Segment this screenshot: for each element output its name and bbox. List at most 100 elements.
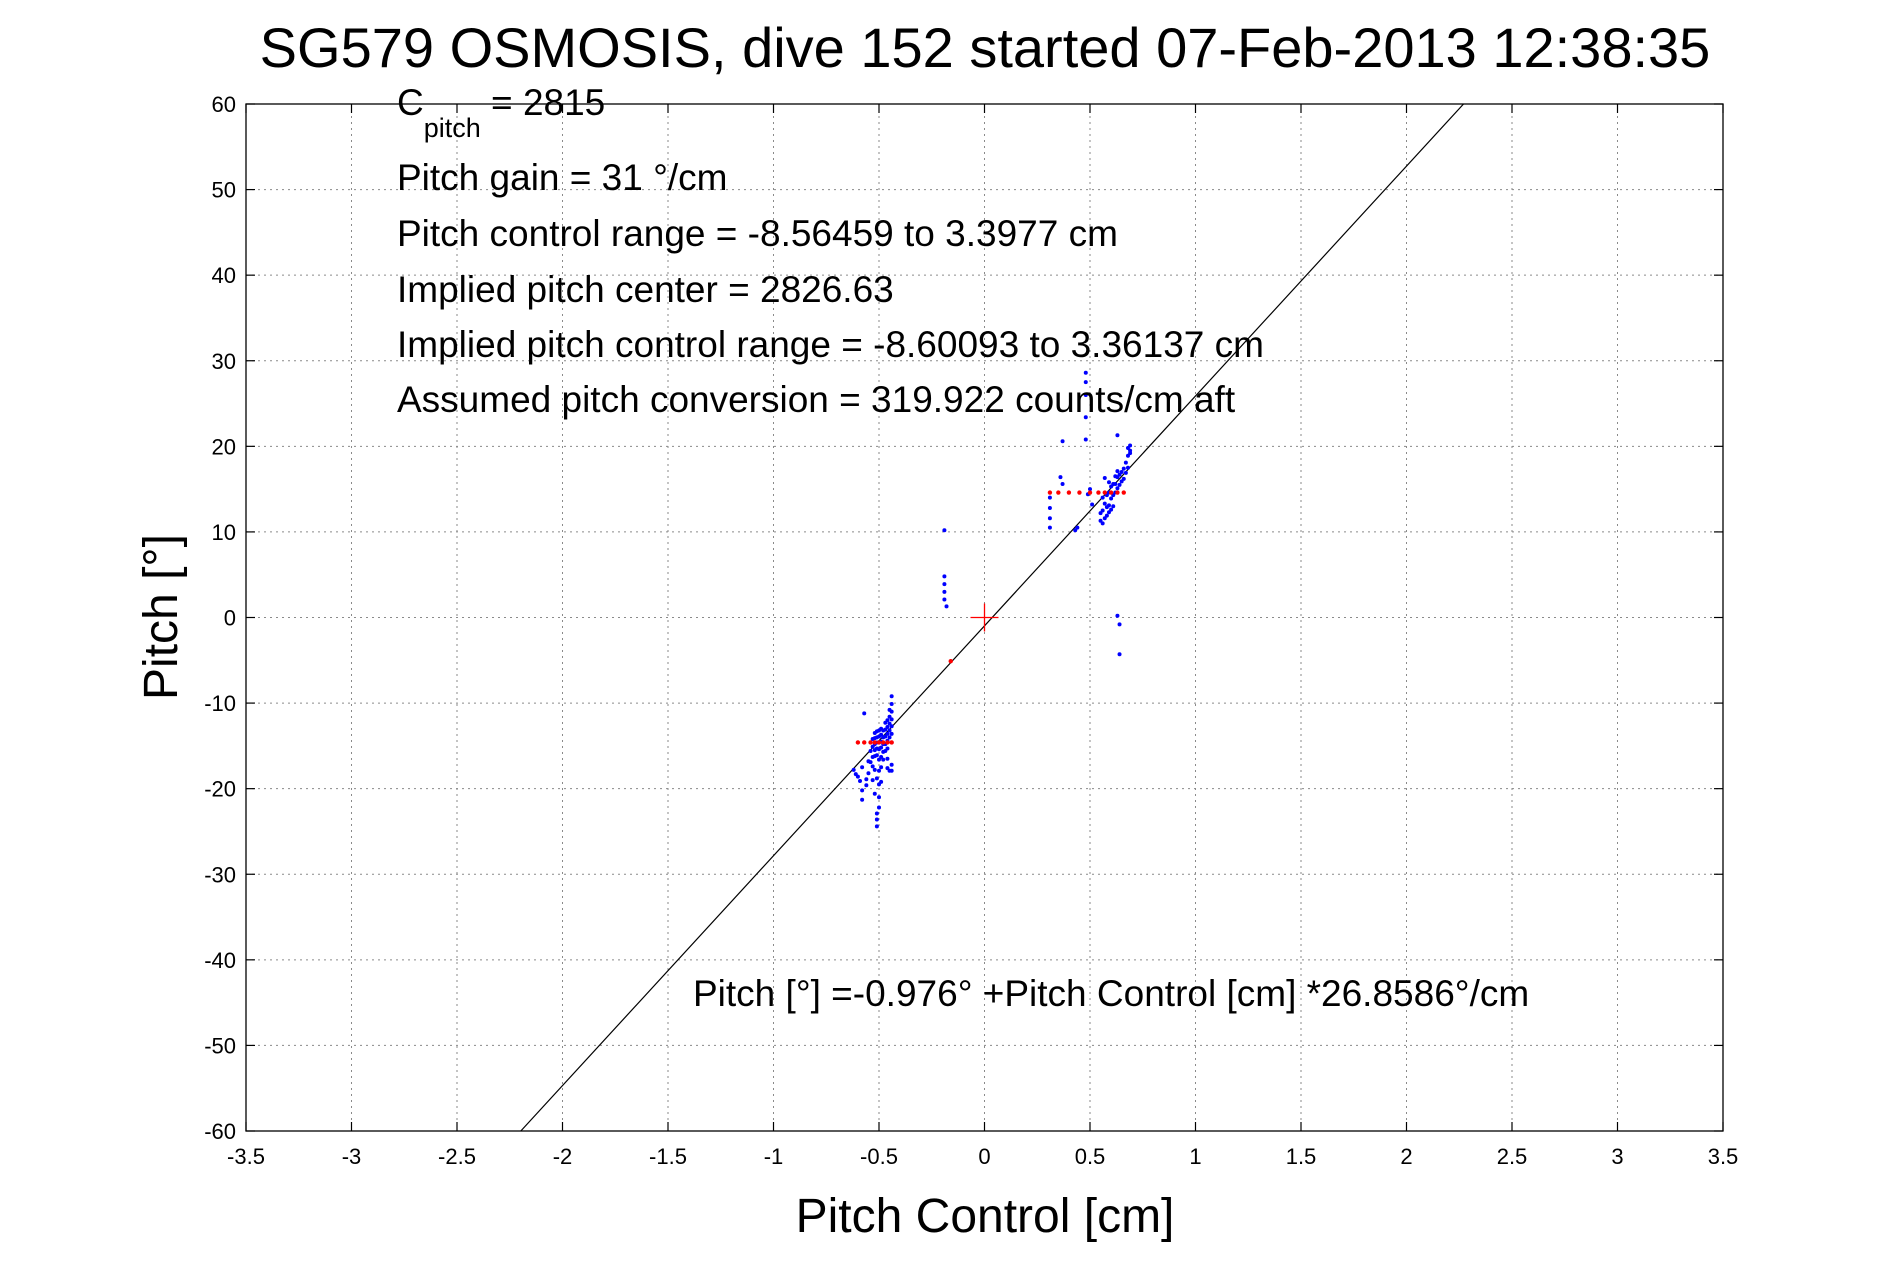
measured-point (889, 762, 894, 767)
target-point (1115, 490, 1120, 495)
y-tick-label: 40 (212, 263, 236, 288)
measured-point (864, 777, 869, 782)
measured-point (1123, 460, 1128, 465)
annotation-c-pitch-value: = 2815 (481, 82, 605, 123)
x-tick-label: -3 (342, 1144, 362, 1169)
measured-point (1100, 521, 1105, 526)
measured-point (874, 753, 879, 758)
measured-point (942, 582, 947, 587)
measured-point (1106, 480, 1111, 485)
y-tick-label: -10 (204, 691, 236, 716)
measured-point (862, 711, 867, 716)
center-marker-layer (970, 603, 999, 632)
measured-point (1060, 439, 1065, 444)
y-tick-label: 60 (212, 92, 236, 117)
measured-point (1128, 443, 1133, 448)
y-tick-label: -60 (204, 1119, 236, 1144)
measured-point (872, 767, 877, 772)
target-point (876, 740, 882, 745)
measured-point (874, 776, 879, 781)
measured-point (1113, 481, 1118, 486)
measured-point (942, 528, 947, 533)
annotation-assumed-conversion: Assumed pitch conversion = 319.922 count… (397, 379, 1236, 420)
x-tick-label: -2.5 (438, 1144, 476, 1169)
measured-point (1102, 475, 1107, 480)
x-tick-label: 3.5 (1708, 1144, 1739, 1169)
measured-point (870, 778, 875, 783)
measured-point (1047, 525, 1052, 530)
x-axis-label: Pitch Control [cm] (796, 1190, 1175, 1243)
target-point (881, 740, 886, 745)
measured-point (879, 745, 884, 750)
measured-point (877, 795, 881, 800)
measured-point (864, 783, 869, 788)
measured-point (872, 791, 877, 796)
measured-point (889, 709, 894, 714)
measured-point (879, 765, 884, 770)
measured-point (942, 589, 947, 594)
measured-point (860, 797, 865, 802)
measured-point (885, 718, 890, 723)
measured-point (1121, 466, 1126, 471)
measured-point (1058, 475, 1063, 480)
x-tick-label: -0.5 (860, 1144, 898, 1169)
target-point (1077, 490, 1082, 495)
target-point (868, 740, 873, 745)
x-tick-label: 2.5 (1497, 1144, 1528, 1169)
annotation-c-pitch-main: C (397, 82, 424, 123)
measured-point (877, 805, 881, 810)
measured-point (1083, 380, 1088, 385)
annotation-implied-range: Implied pitch control range = -8.60093 t… (397, 324, 1264, 365)
target-point (885, 740, 890, 745)
target-point (1102, 490, 1107, 495)
measured-point (868, 749, 873, 754)
measured-point (1100, 495, 1105, 500)
measured-point (866, 771, 871, 776)
measured-point (1100, 508, 1105, 513)
fit-equation: Pitch [°] =-0.976° +Pitch Control [cm] *… (693, 973, 1529, 1014)
measured-point (1083, 370, 1088, 375)
target-point (948, 658, 953, 664)
target-point (1047, 490, 1053, 495)
target-point (889, 740, 894, 745)
target-point (872, 740, 877, 745)
measured-point (1088, 487, 1092, 492)
axis-ticks: -3.5 -3 -2.5 -2 -1.5 -1 -0.5 0 0.5 1 1.5 2 2.5 3 3.5 -6… (204, 92, 1738, 1169)
x-tick-label: -1.5 (649, 1144, 687, 1169)
data-points (851, 370, 1133, 829)
measured-point (1109, 507, 1114, 512)
annotation-c-pitch-sub: pitch (424, 113, 481, 143)
target-point (1066, 490, 1072, 495)
measured-point (885, 725, 890, 730)
measured-point (855, 774, 860, 779)
target-point (1056, 490, 1061, 495)
measured-point (1119, 470, 1124, 475)
measured-point (887, 728, 892, 733)
target-point (1087, 490, 1093, 495)
measured-point (868, 760, 873, 765)
measured-point (870, 764, 875, 769)
measured-point (944, 604, 949, 609)
annotation-pitch-control-range: Pitch control range = -8.56459 to 3.3977… (397, 213, 1118, 254)
measured-point (1111, 504, 1116, 509)
measured-point (874, 811, 879, 816)
annotation-c-pitch: Cpitch = 2815 (397, 82, 605, 143)
measured-point (1083, 437, 1088, 442)
measured-point (1117, 622, 1122, 627)
measured-point (889, 701, 894, 706)
measured-point (1090, 502, 1095, 507)
measured-point (1083, 392, 1088, 397)
x-tick-label: -1 (764, 1144, 784, 1169)
x-tick-label: -3.5 (227, 1144, 265, 1169)
measured-point (1115, 486, 1120, 491)
y-tick-label: 30 (212, 349, 236, 374)
measured-point (1104, 513, 1109, 518)
measured-point (885, 746, 890, 751)
measured-point (860, 765, 865, 770)
measured-point (874, 817, 879, 822)
measured-point (881, 757, 886, 762)
measured-point (1115, 433, 1120, 438)
target-point (1121, 490, 1126, 495)
measured-point (860, 788, 865, 793)
